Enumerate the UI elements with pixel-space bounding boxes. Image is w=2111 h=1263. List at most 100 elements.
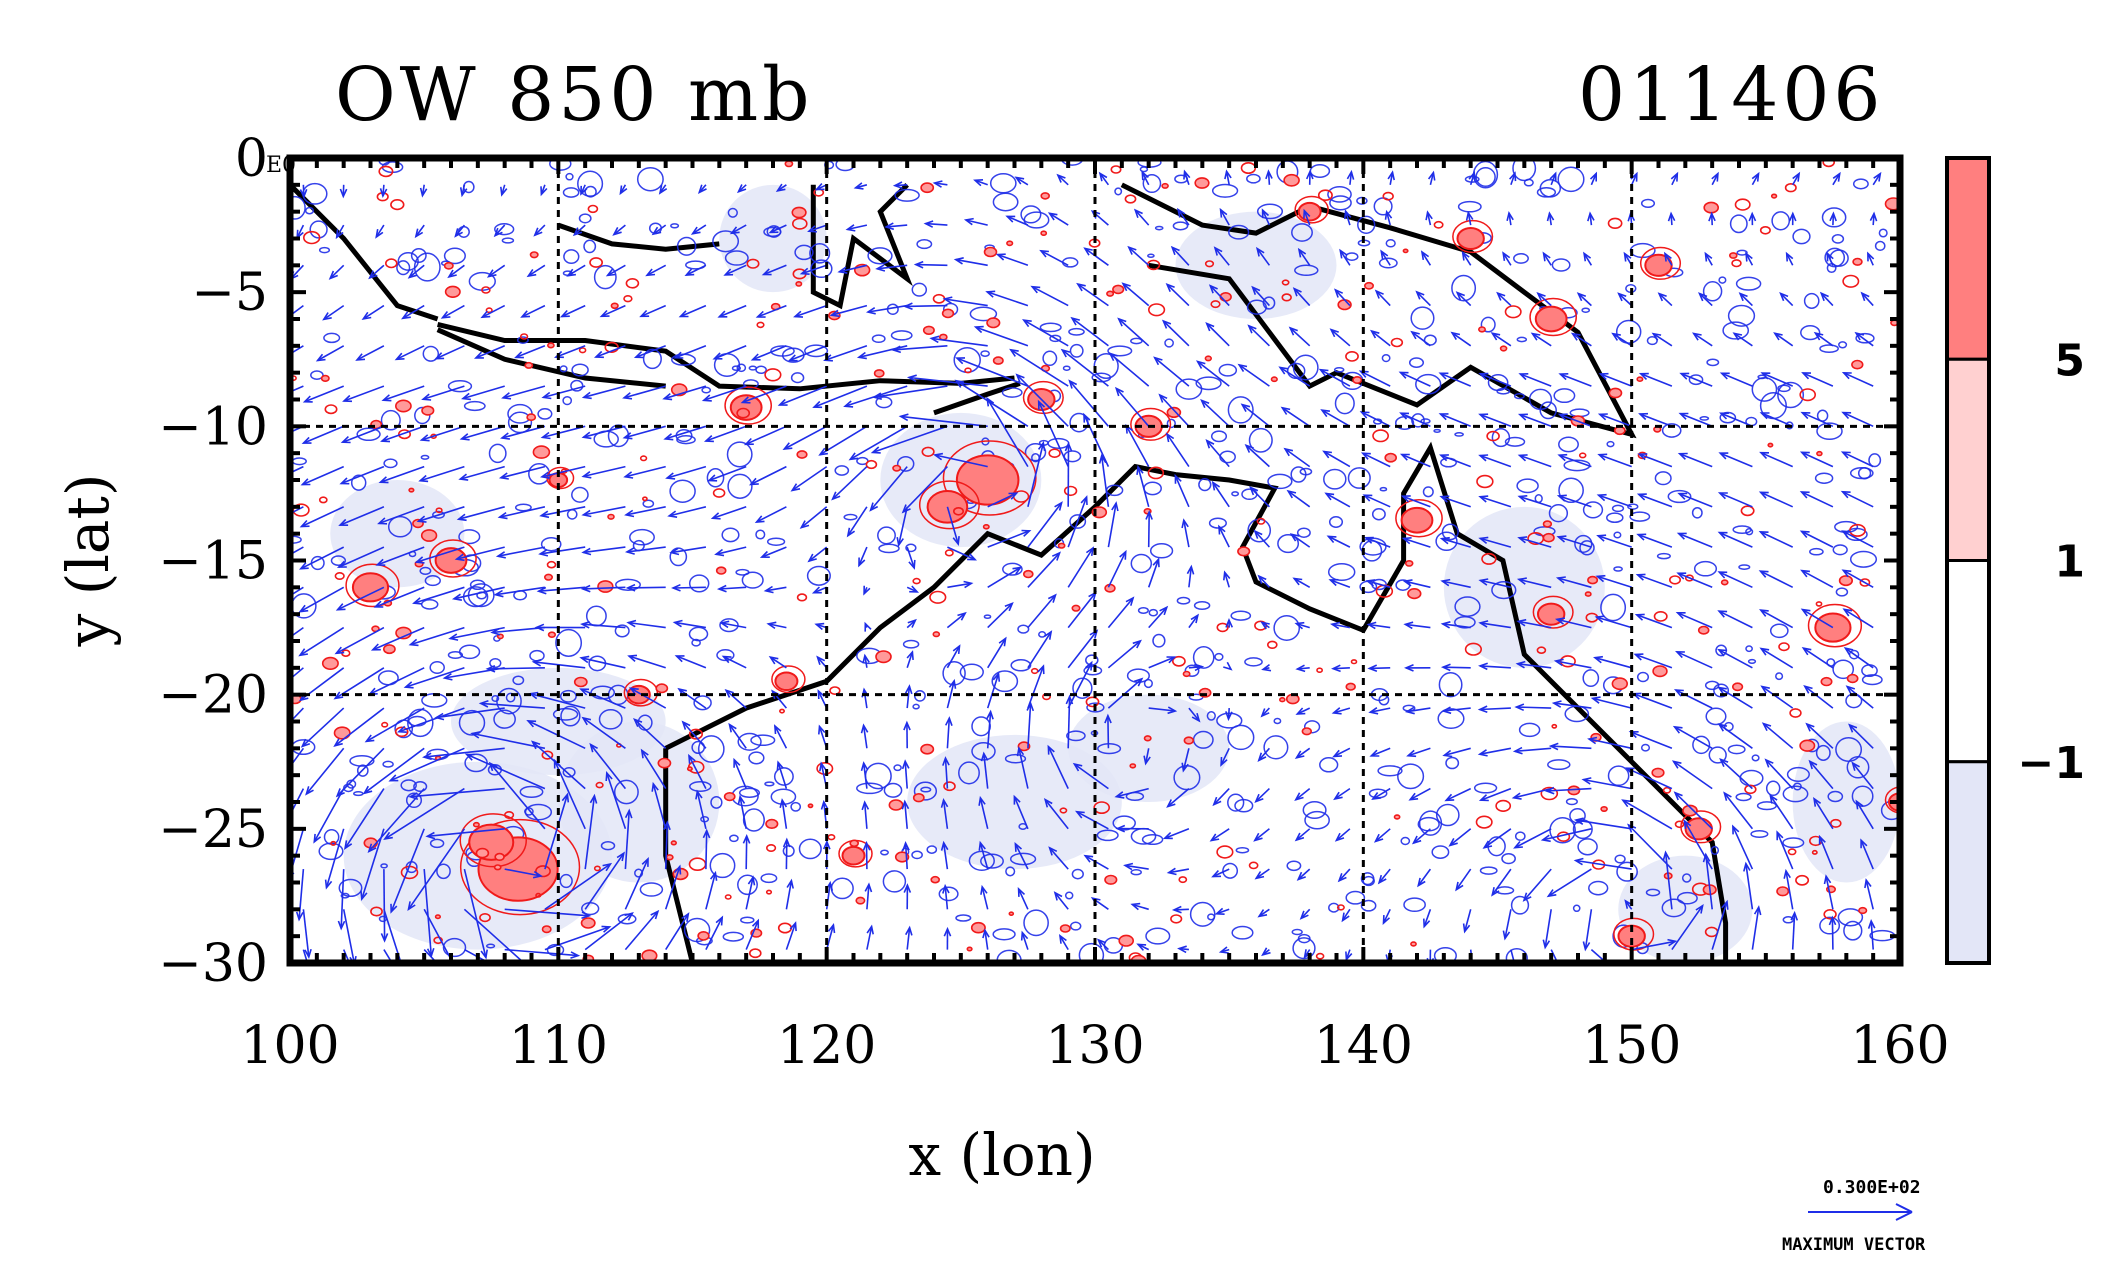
wind-vector-head [298, 562, 309, 570]
negative-contour [1551, 258, 1571, 272]
wind-vector [906, 651, 914, 669]
negative-contour [1606, 512, 1624, 524]
negative-contour [1835, 587, 1849, 597]
wind-vector [986, 291, 1029, 307]
wind-vector [808, 546, 828, 562]
negative-contour [1750, 829, 1769, 839]
wind-vector [1842, 569, 1874, 588]
wind-vector-head [1801, 372, 1812, 380]
wind-vector [502, 385, 546, 399]
positive-contour [1542, 520, 1553, 528]
wind-vector [423, 949, 439, 963]
wind-vector [897, 506, 908, 546]
negative-contour [1357, 215, 1376, 234]
positive-contour [1729, 252, 1738, 259]
positive-contour [1204, 355, 1213, 362]
wind-vector [1380, 250, 1391, 266]
positive-contour [610, 302, 619, 310]
positive-contour [1093, 801, 1110, 814]
wind-vector-head [337, 920, 346, 931]
wind-vector-head [1800, 608, 1811, 617]
wind-vector [601, 304, 626, 318]
wind-vector [427, 828, 505, 838]
negative-contour [750, 734, 776, 747]
negative-contour [593, 264, 617, 290]
negative-contour [1112, 815, 1136, 831]
negative-contour [809, 242, 831, 264]
wind-vector [1801, 451, 1834, 468]
positive-contour [1124, 194, 1137, 204]
wind-vector-head [671, 583, 681, 592]
wind-vector-head [1158, 393, 1168, 403]
wind-vector-head [593, 350, 604, 359]
positive-contour [1674, 820, 1685, 829]
positive-contour [1008, 911, 1015, 917]
wind-vector [1385, 211, 1391, 226]
wind-vector-head [864, 621, 872, 632]
wind-vector [1676, 651, 1713, 669]
positive-contour [1301, 727, 1313, 736]
positive-contour [324, 404, 338, 415]
negative-contour [1613, 531, 1622, 539]
wind-vector-head [1043, 797, 1053, 808]
wind-vector-head [1194, 663, 1205, 672]
positive-contour [1799, 739, 1816, 752]
positive-contour [435, 507, 443, 514]
wind-vector-head [1477, 749, 1488, 757]
negative-contour [1267, 473, 1293, 490]
positive-contour [1476, 474, 1494, 489]
negative-contour [1433, 947, 1457, 963]
wind-vector-head [1255, 246, 1265, 257]
positive-ow-core [1456, 226, 1485, 251]
wind-vector-head [690, 226, 701, 235]
wind-vector [1115, 387, 1150, 427]
wind-vector-head [684, 268, 695, 277]
positive-contour [966, 946, 973, 952]
wind-vector-head [907, 618, 917, 628]
negative-contour [798, 838, 822, 860]
date-code: 011406 [1578, 52, 1885, 138]
wind-vector-head [1826, 251, 1834, 262]
positive-contour [765, 843, 777, 852]
wind-vector-head [820, 799, 829, 810]
wind-vector [1159, 394, 1190, 427]
wind-vector [1084, 855, 1109, 870]
positive-contour [330, 840, 337, 846]
positive-contour [394, 399, 412, 413]
negative-contour [1381, 353, 1391, 363]
wind-vector [904, 843, 908, 870]
wind-vector-head [1303, 208, 1311, 219]
wind-vector-head [1663, 251, 1672, 262]
wind-vector [1577, 292, 1592, 307]
wind-vector [544, 926, 610, 951]
negative-contour [447, 380, 473, 393]
positive-contour [1731, 682, 1744, 692]
wind-vector [1173, 908, 1189, 911]
wind-vector [383, 869, 386, 941]
x-tick-label: 120 [777, 1016, 876, 1076]
wind-vector [1583, 252, 1593, 266]
negative-contour [875, 396, 893, 409]
wind-vector-head [901, 799, 910, 810]
wind-vector-head [1014, 176, 1025, 185]
positive-contour [1636, 376, 1644, 383]
positive-contour [920, 182, 935, 194]
negative-contour [810, 259, 833, 279]
negative-contour [1333, 366, 1345, 373]
wind-vector [765, 586, 787, 592]
negative-contour [1142, 173, 1162, 194]
wind-vector [1118, 318, 1150, 347]
wind-vector [1842, 530, 1874, 548]
negative-contour [1231, 925, 1254, 940]
positive-contour [1684, 574, 1694, 582]
wind-vector [1514, 828, 1552, 849]
wind-vector [1107, 715, 1110, 749]
wind-vector [463, 868, 487, 958]
wind-vector-head [1098, 171, 1108, 182]
wind-vector-head [580, 620, 590, 629]
wind-vector [1480, 665, 1511, 669]
negative-contour [1745, 528, 1754, 536]
positive-contour [320, 374, 330, 383]
negative-contour [1792, 782, 1802, 791]
wind-vector [1622, 799, 1673, 830]
